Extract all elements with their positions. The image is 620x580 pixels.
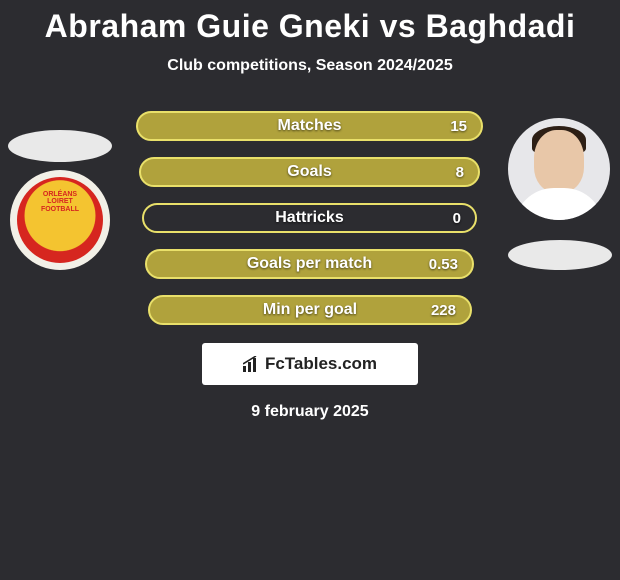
brand-label: FcTables.com — [243, 354, 377, 374]
stat-bar-value: 0 — [453, 210, 461, 227]
stat-bar-label: Min per goal — [150, 301, 470, 319]
stat-bar-value: 228 — [431, 302, 456, 319]
subtitle: Club competitions, Season 2024/2025 — [0, 57, 620, 75]
brand-text: FcTables.com — [265, 354, 377, 374]
stat-bar-label: Hattricks — [144, 209, 475, 227]
stat-bar: Hattricks0 — [142, 203, 477, 233]
stat-bar: Matches15 — [136, 111, 483, 141]
stat-bar: Goals per match0.53 — [145, 249, 474, 279]
page-title: Abraham Guie Gneki vs Baghdadi — [0, 0, 620, 45]
stat-bar-label: Goals — [141, 163, 478, 181]
bar-chart-icon — [243, 356, 261, 372]
stat-bar-value: 8 — [456, 164, 464, 181]
stat-bar: Goals8 — [139, 157, 480, 187]
date-label: 9 february 2025 — [0, 403, 620, 421]
stat-bar-label: Matches — [138, 117, 481, 135]
stat-bar: Min per goal228 — [148, 295, 472, 325]
stat-bar-label: Goals per match — [147, 255, 472, 273]
stat-bar-value: 15 — [450, 118, 467, 135]
brand-box: FcTables.com — [202, 343, 418, 385]
stats-bar-chart: Matches15 Goals8 Hattricks0 Goals per match… — [0, 111, 620, 325]
stat-bar-value: 0.53 — [429, 256, 458, 273]
